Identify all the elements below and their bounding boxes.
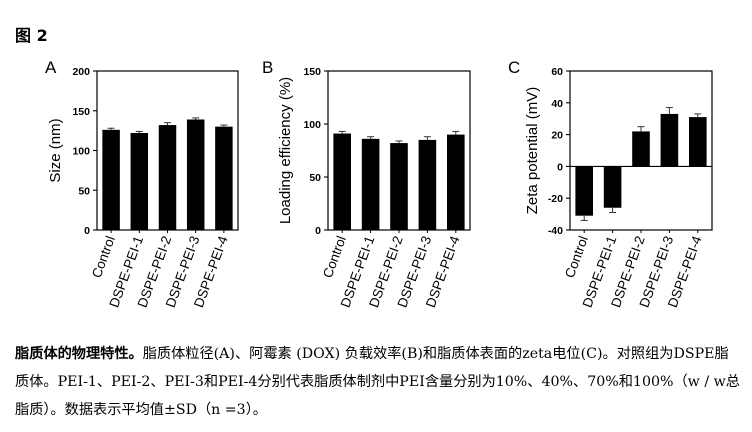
panel-c-y-tick-label: -40 <box>548 225 563 237</box>
panel-a-bar <box>186 119 205 230</box>
panel-a-y-tick-label: 0 <box>84 225 90 237</box>
panel-c-category-label: Control <box>562 234 591 280</box>
panel-b-y-tick-label: 100 <box>303 119 321 131</box>
panel-a-bar <box>102 129 120 230</box>
panel-b-bar <box>390 143 408 230</box>
panel-b-y-tick-label: 50 <box>309 172 321 184</box>
panel-b-category-label: Control <box>320 234 349 280</box>
panel-a-y-tick-label: 100 <box>72 146 90 158</box>
panel-a-bar <box>215 126 233 230</box>
panel-c-bar <box>632 131 650 167</box>
panel-c-y-tick-label: 60 <box>551 66 563 78</box>
panel-b-bar <box>333 133 352 230</box>
caption-lead: 脂质体的物理特性。 <box>15 346 143 362</box>
caption-body: 脂质体粒径(A)、阿霉素 (DOX) 负载效率(B)和脂质体表面的zeta电位(… <box>15 346 740 418</box>
panel-b-panel-label: B <box>262 58 273 77</box>
panel-b-y-tick-label: 0 <box>315 225 321 237</box>
panel-a-y-tick-label: 150 <box>72 106 90 118</box>
figure-title: 图 2 <box>15 26 48 45</box>
panel-b-bar <box>446 134 465 230</box>
panel-c-bar <box>688 117 707 167</box>
panel-c-panel-label: C <box>508 58 520 77</box>
figure-charts: A050100150200ControlDSPE-PEI-1DSPE-PEI-2… <box>45 58 713 310</box>
panel-a-category-label: Control <box>89 234 118 280</box>
panel-a-bar <box>130 133 149 230</box>
figure-caption: 脂质体的物理特性。脂质体粒径(A)、阿霉素 (DOX) 负载效率(B)和脂质体表… <box>15 340 740 424</box>
panel-c-y-tick-label: 40 <box>551 98 563 110</box>
panel-b-y-tick-label: 150 <box>303 66 321 78</box>
panel-b-y-axis-label: Loading efficiency (%) <box>277 77 294 224</box>
panel-c-bar <box>575 166 594 216</box>
panel-c-bar <box>660 113 679 167</box>
panel-a-y-axis-label: Size (nm) <box>47 118 64 182</box>
panel-c-y-tick-label: -20 <box>548 193 563 205</box>
panel-b-bar <box>418 139 437 230</box>
panel-c-bar <box>603 166 622 208</box>
panel-c-y-axis-label: Zeta potential (mV) <box>524 87 541 215</box>
panel-a-y-tick-label: 200 <box>72 66 90 78</box>
panel-b-bar <box>361 138 380 230</box>
panel-c-y-tick-label: 20 <box>551 130 563 142</box>
panel-c-y-tick-label: 0 <box>557 161 563 173</box>
panel-a-bar <box>158 125 177 230</box>
panel-a-y-tick-label: 50 <box>78 185 90 197</box>
panel-a-panel-label: A <box>45 58 57 77</box>
